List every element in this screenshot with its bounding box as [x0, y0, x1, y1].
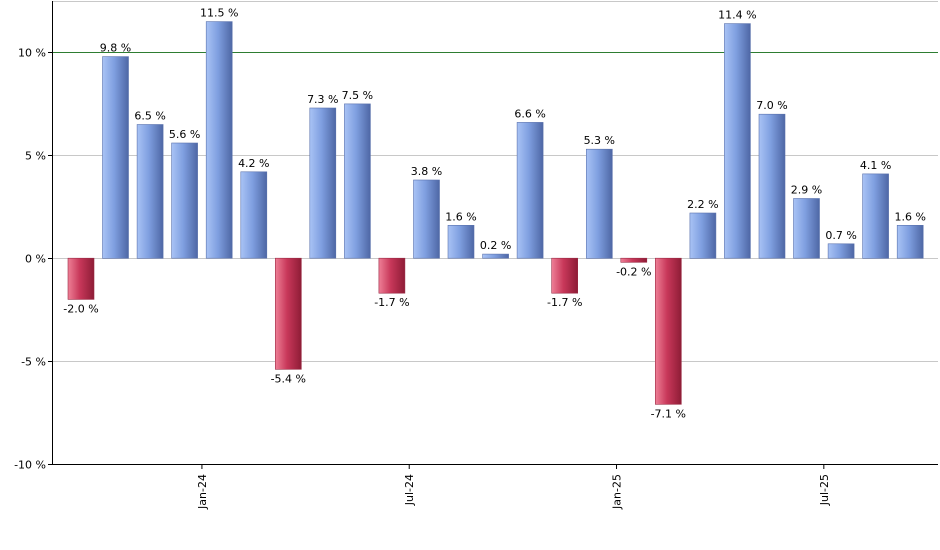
data-label: -0.2 % [616, 265, 651, 278]
bar [240, 171, 268, 259]
bar [309, 107, 337, 259]
data-label: 6.5 % [134, 110, 165, 123]
y-tick-label: -10 % [14, 459, 46, 472]
bar [482, 253, 509, 259]
bar [274, 257, 302, 370]
data-label: 0.7 % [825, 229, 856, 242]
bar [758, 113, 786, 259]
bar [862, 173, 889, 259]
bar [413, 179, 440, 259]
data-label: 2.9 % [791, 184, 822, 197]
bar [724, 23, 751, 259]
x-tick-label: Jul-25 [818, 474, 831, 506]
bars [67, 21, 924, 405]
bar [654, 257, 682, 405]
bar [551, 257, 579, 294]
data-label: 5.6 % [169, 128, 200, 141]
data-label: 11.5 % [200, 7, 238, 20]
y-tick-label: -5 % [21, 356, 46, 369]
y-tick-label: 0 % [25, 253, 46, 266]
data-label: 7.0 % [756, 99, 787, 112]
bar [896, 225, 924, 259]
data-label: 9.8 % [100, 42, 131, 55]
data-label: 7.5 % [342, 89, 373, 102]
data-label: 5.3 % [584, 134, 615, 147]
bar [171, 142, 198, 259]
bar [689, 212, 717, 259]
x-tick-label: Jul-24 [403, 474, 416, 506]
data-label: 1.6 % [445, 210, 476, 223]
data-label: 3.8 % [411, 165, 442, 178]
data-label: -7.1 % [651, 407, 686, 420]
y-tick-label: 10 % [18, 47, 46, 60]
x-tick-label: Jan-24 [196, 474, 209, 510]
bar [378, 257, 406, 294]
bar [102, 56, 129, 259]
y-tick-label: 5 % [25, 150, 46, 163]
data-label: 0.2 % [480, 239, 511, 252]
bar [447, 225, 475, 259]
data-label: 4.1 % [860, 159, 891, 172]
bar [585, 148, 613, 259]
data-label: 4.2 % [238, 157, 269, 170]
axes: -10 % -5 % 0 % 5 % 10 % Jan-24 Jul-24 Jan-25 Jul… [14, 1, 938, 510]
data-label: -1.7 % [374, 296, 409, 309]
bar [344, 103, 371, 259]
data-label: -5.4 % [271, 372, 306, 385]
data-label: 2.2 % [687, 198, 718, 211]
bar [136, 124, 164, 259]
data-label: 6.6 % [514, 107, 545, 120]
data-label: -2.0 % [63, 302, 98, 315]
bar [205, 21, 233, 259]
bar [516, 122, 544, 259]
data-label: 7.3 % [307, 93, 338, 106]
x-tick-label: Jan-25 [611, 474, 624, 510]
bar [67, 257, 95, 300]
data-labels: -2.0 % 9.8 % 6.5 % 5.6 % 11.5 % 4.2 % -5.4 % 7.… [63, 7, 926, 421]
data-label: 1.6 % [894, 210, 925, 223]
bar [827, 243, 855, 259]
bar [793, 198, 820, 259]
data-label: 11.4 % [718, 9, 756, 22]
data-label: -1.7 % [547, 296, 582, 309]
bar [620, 257, 648, 263]
